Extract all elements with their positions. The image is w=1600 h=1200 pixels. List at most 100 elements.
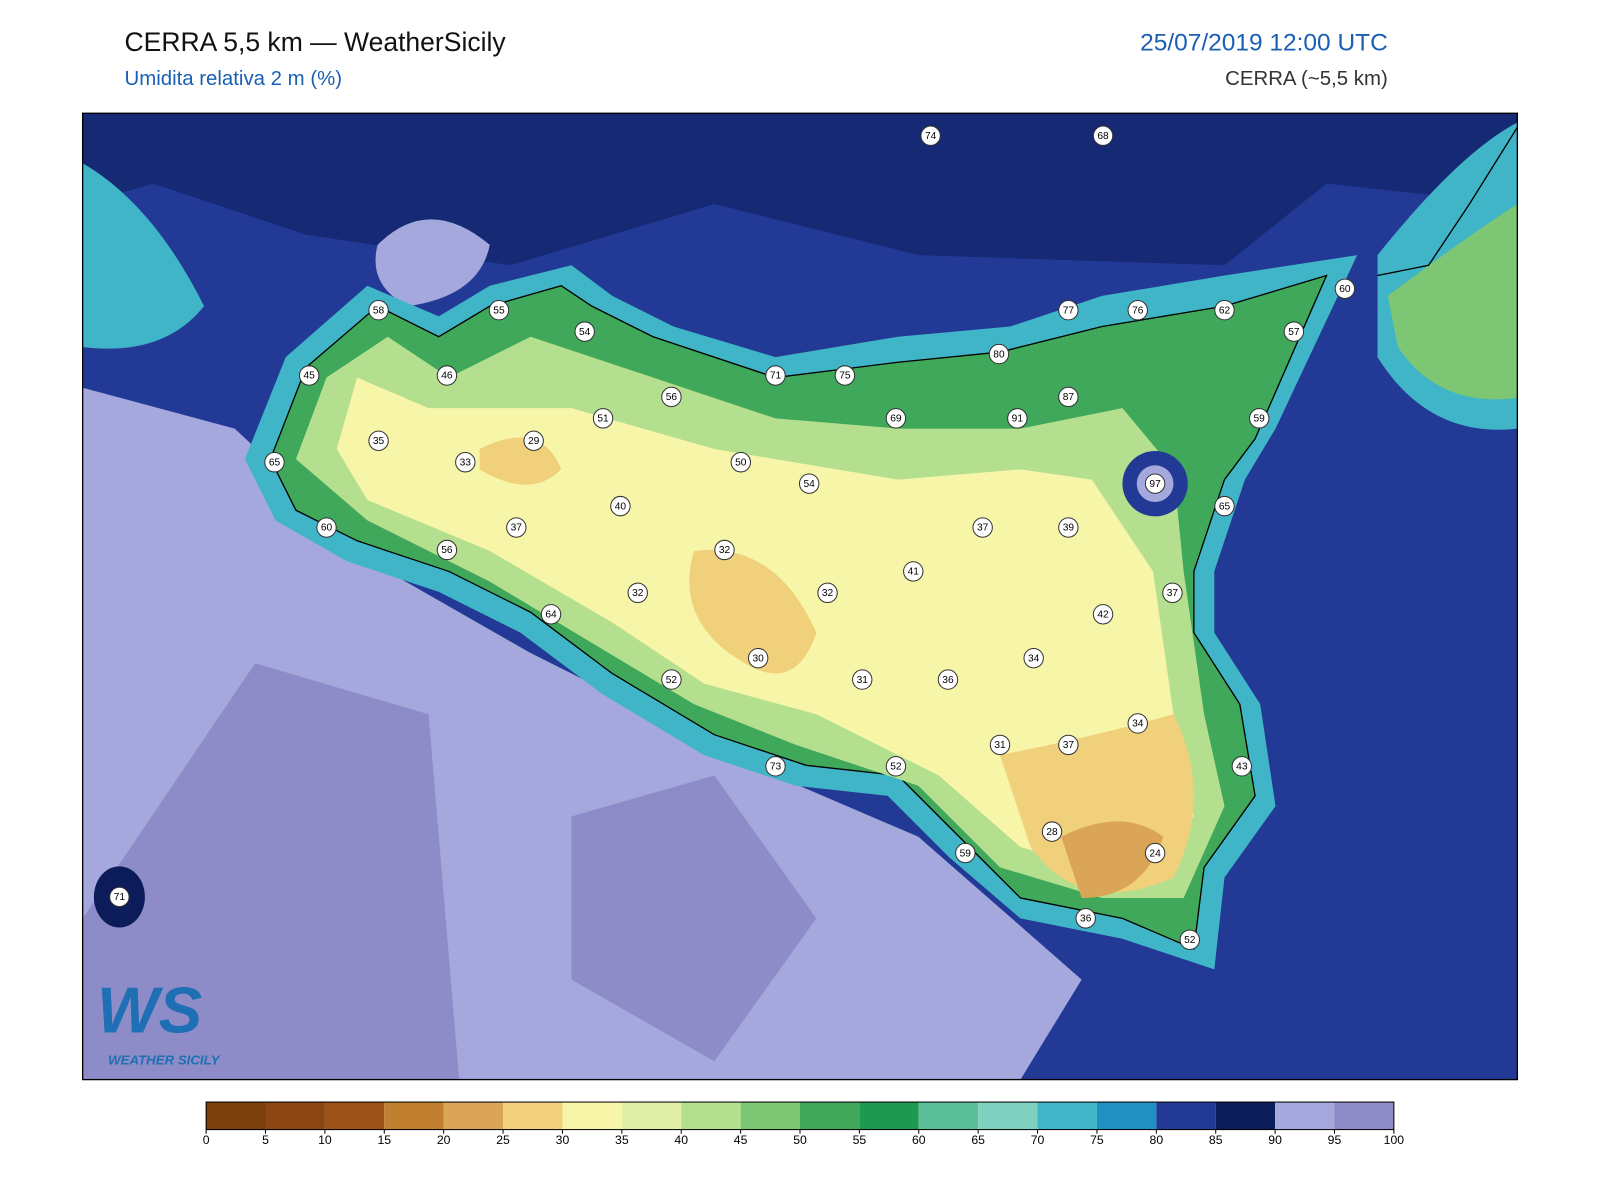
station-marker xyxy=(1334,278,1356,299)
station-marker xyxy=(765,756,786,777)
model: CERRA (~5,5 km) xyxy=(1225,68,1388,90)
colorbar-bin xyxy=(800,1102,860,1130)
station-marker xyxy=(1283,321,1305,342)
colorbar-tick-label: 5 xyxy=(262,1133,269,1147)
station-value: 55 xyxy=(493,305,505,316)
station-value: 32 xyxy=(632,588,644,599)
station-value: 50 xyxy=(735,457,747,468)
station-marker xyxy=(1162,582,1183,604)
station-value: 54 xyxy=(579,327,591,338)
title: CERRA 5,5 km — WeatherSicily xyxy=(124,27,506,57)
station-marker xyxy=(455,452,476,473)
colorbar-bin xyxy=(1275,1102,1335,1130)
station-value: 68 xyxy=(1097,131,1109,142)
colorbar-tick-label: 85 xyxy=(1209,1133,1223,1147)
land-driest xyxy=(1061,821,1164,898)
station-marker xyxy=(730,452,752,473)
logo-mark: WS xyxy=(97,974,202,1047)
colorbar-bin xyxy=(562,1102,622,1130)
station-marker xyxy=(1092,125,1114,146)
station-value: 75 xyxy=(839,371,851,382)
station-value: 56 xyxy=(441,545,453,556)
colorbar-tick-label: 70 xyxy=(1031,1133,1045,1147)
station-value: 58 xyxy=(373,305,385,316)
colorbar-bin xyxy=(503,1102,563,1130)
station-marker xyxy=(834,365,856,386)
colorbar-tick-label: 20 xyxy=(437,1133,451,1147)
station-value: 52 xyxy=(1184,935,1196,946)
colorbar-tick-label: 50 xyxy=(793,1133,807,1147)
station-marker xyxy=(1144,842,1166,864)
station-marker xyxy=(852,669,873,690)
station-marker xyxy=(1144,473,1166,494)
colorbar-tick-label: 25 xyxy=(496,1133,510,1147)
land-calabria xyxy=(1387,204,1518,400)
colorbar-tick-label: 65 xyxy=(971,1133,985,1147)
station-marker xyxy=(368,430,389,452)
station-marker xyxy=(903,561,924,582)
station-value: 36 xyxy=(1080,914,1092,925)
logo: WS WEATHER SICILY xyxy=(97,974,221,1068)
station-value: 51 xyxy=(597,414,609,425)
station-value: 76 xyxy=(1132,305,1144,316)
datetime: 25/07/2019 12:00 UTC xyxy=(1140,29,1388,56)
colorbar-tick-label: 30 xyxy=(556,1133,570,1147)
land-driest xyxy=(479,437,1194,893)
station-value: 30 xyxy=(752,653,764,664)
station-marker xyxy=(1214,495,1235,517)
station-marker xyxy=(1023,647,1044,669)
station-value: 37 xyxy=(1167,588,1179,599)
colorbar-bin xyxy=(978,1102,1038,1130)
station-marker xyxy=(747,647,769,669)
station-value: 24 xyxy=(1149,848,1161,859)
station-marker xyxy=(714,539,735,561)
station-value: 59 xyxy=(1254,414,1266,425)
station-marker xyxy=(436,539,458,561)
station-value: 43 xyxy=(1236,762,1248,773)
station-marker xyxy=(1058,734,1079,756)
station-marker xyxy=(1041,821,1063,842)
colorbar-tick-label: 15 xyxy=(377,1133,391,1147)
station-marker xyxy=(798,473,820,494)
station-marker xyxy=(1075,908,1096,929)
colorbar-bin xyxy=(621,1102,682,1130)
colorbar-bin xyxy=(324,1102,385,1130)
station-marker xyxy=(885,408,907,429)
colorbar-bin xyxy=(859,1102,919,1130)
station-value: 29 xyxy=(528,436,540,447)
colorbar-tick-label: 35 xyxy=(615,1133,629,1147)
station-marker xyxy=(885,756,907,777)
station-value: 97 xyxy=(1149,479,1161,490)
station-marker xyxy=(1248,408,1270,429)
station-value: 65 xyxy=(1219,501,1231,512)
station-value: 37 xyxy=(511,523,523,534)
station-value: 42 xyxy=(1097,609,1109,620)
colorbar-tick-label: 45 xyxy=(734,1133,748,1147)
colorbar-tick-label: 10 xyxy=(318,1133,332,1147)
station-value: 46 xyxy=(441,371,453,382)
coastline xyxy=(1377,126,1518,277)
colorbar-bin xyxy=(1096,1102,1157,1130)
station-value: 40 xyxy=(615,501,627,512)
station-marker xyxy=(540,604,562,625)
colorbar-bin xyxy=(1037,1102,1097,1130)
station-marker xyxy=(988,343,1010,365)
colorbar-bin xyxy=(740,1102,800,1130)
station-marker xyxy=(937,669,959,690)
station-marker xyxy=(661,386,682,408)
colorbar-tick-label: 60 xyxy=(912,1133,926,1147)
colorbar-bin xyxy=(206,1102,266,1130)
colorbar-bin xyxy=(384,1102,444,1130)
station-marker xyxy=(1058,386,1079,408)
station-value: 41 xyxy=(908,567,920,578)
colorbar-tick-label: 0 xyxy=(203,1133,210,1147)
station-marker xyxy=(765,365,786,386)
station-marker xyxy=(1007,408,1028,429)
colorbar-bin xyxy=(1156,1102,1216,1130)
station-value: 62 xyxy=(1219,305,1231,316)
colorbar-bin xyxy=(918,1102,979,1130)
station-value: 73 xyxy=(770,762,782,773)
station-marker xyxy=(920,125,941,146)
station-value: 37 xyxy=(1063,740,1075,751)
station-value: 80 xyxy=(993,349,1005,360)
